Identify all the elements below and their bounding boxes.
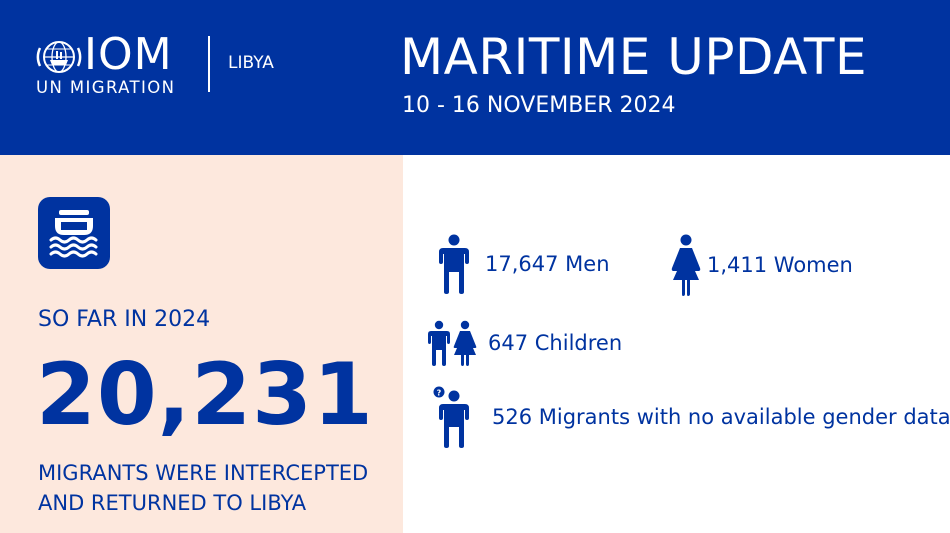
stat-men: 17,647 Men: [437, 234, 610, 294]
man-icon: [439, 234, 469, 294]
total-intercepted: 20,231: [36, 345, 374, 445]
period-label: SO FAR IN 2024: [38, 307, 211, 332]
iom-globe-logo-icon: [36, 41, 82, 73]
boat-tile: [38, 197, 110, 269]
stat-women-label: 1,411 Women: [707, 253, 853, 277]
svg-text:?: ?: [437, 389, 442, 398]
logo-divider: [208, 36, 210, 92]
woman-icon: [671, 234, 701, 296]
stat-unknown-gender-label: 526 Migrants with no available gender da…: [492, 405, 950, 429]
stat-children: 647 Children: [428, 320, 622, 366]
country-label: LIBYA: [228, 53, 274, 73]
header-banner: IOM UN MIGRATION LIBYA MARITIME UPDATE 1…: [0, 0, 950, 155]
children-icon: [428, 320, 477, 366]
stat-unknown-gender: ? 526 Migrants with no available gender …: [432, 386, 950, 448]
boat-on-water-icon: [49, 210, 98, 258]
unknown-gender-person-icon: ?: [433, 386, 469, 448]
summary-caption: MIGRANTS WERE INTERCEPTED AND RETURNED T…: [38, 461, 369, 515]
logo-wordmark: IOM: [84, 29, 173, 80]
date-range: 10 - 16 NOVEMBER 2024: [402, 93, 676, 118]
stat-women: 1,411 Women: [671, 234, 853, 296]
stat-children-label: 647 Children: [488, 331, 623, 355]
summary-panel: SO FAR IN 2024 20,231 MIGRANTS WERE INTE…: [0, 155, 403, 533]
page-title: MARITIME UPDATE: [400, 28, 868, 86]
stat-men-label: 17,647 Men: [485, 252, 610, 276]
logo-tagline: UN MIGRATION: [36, 78, 176, 97]
